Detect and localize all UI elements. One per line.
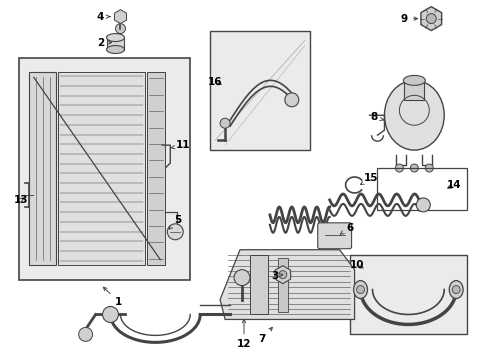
Text: 2: 2 — [97, 37, 111, 48]
Text: 5: 5 — [169, 215, 182, 229]
Circle shape — [278, 271, 286, 279]
Bar — [249, 255, 267, 315]
Text: 3: 3 — [271, 271, 282, 281]
Circle shape — [102, 306, 118, 323]
Bar — [377, 168, 466, 210]
Ellipse shape — [403, 75, 425, 85]
Circle shape — [115, 24, 125, 33]
Bar — [58, 72, 145, 265]
Text: 15: 15 — [360, 173, 378, 184]
Circle shape — [395, 164, 403, 172]
Circle shape — [425, 164, 432, 172]
Bar — [404, 80, 424, 100]
Circle shape — [234, 270, 249, 285]
Circle shape — [415, 198, 429, 212]
Polygon shape — [275, 266, 290, 284]
Text: 12: 12 — [236, 319, 251, 349]
Circle shape — [451, 285, 459, 293]
Polygon shape — [114, 10, 126, 24]
Bar — [19, 58, 190, 280]
Ellipse shape — [384, 80, 443, 150]
Bar — [210, 31, 309, 150]
Ellipse shape — [448, 280, 462, 298]
Circle shape — [220, 118, 229, 128]
Text: 10: 10 — [348, 260, 363, 270]
Text: 13: 13 — [14, 195, 28, 205]
Text: 16: 16 — [207, 77, 222, 87]
Text: 14: 14 — [446, 180, 461, 190]
Bar — [29, 72, 56, 265]
Circle shape — [285, 93, 298, 107]
Circle shape — [79, 328, 92, 341]
Polygon shape — [220, 250, 354, 319]
Bar — [277, 258, 287, 312]
Text: 9: 9 — [400, 14, 417, 24]
Text: 7: 7 — [258, 327, 272, 345]
Ellipse shape — [106, 45, 124, 54]
Bar — [349, 255, 466, 334]
Text: 11: 11 — [170, 140, 190, 150]
FancyBboxPatch shape — [317, 223, 351, 249]
Circle shape — [167, 224, 183, 240]
Ellipse shape — [353, 280, 367, 298]
Polygon shape — [420, 7, 441, 31]
Text: 4: 4 — [97, 12, 110, 22]
Circle shape — [409, 164, 417, 172]
Text: 6: 6 — [340, 223, 352, 234]
Text: 1: 1 — [103, 287, 122, 306]
Circle shape — [426, 14, 435, 24]
Ellipse shape — [106, 33, 124, 41]
Bar — [106, 37, 124, 50]
Bar — [147, 72, 165, 265]
Text: 8: 8 — [370, 112, 383, 122]
Circle shape — [356, 285, 364, 293]
